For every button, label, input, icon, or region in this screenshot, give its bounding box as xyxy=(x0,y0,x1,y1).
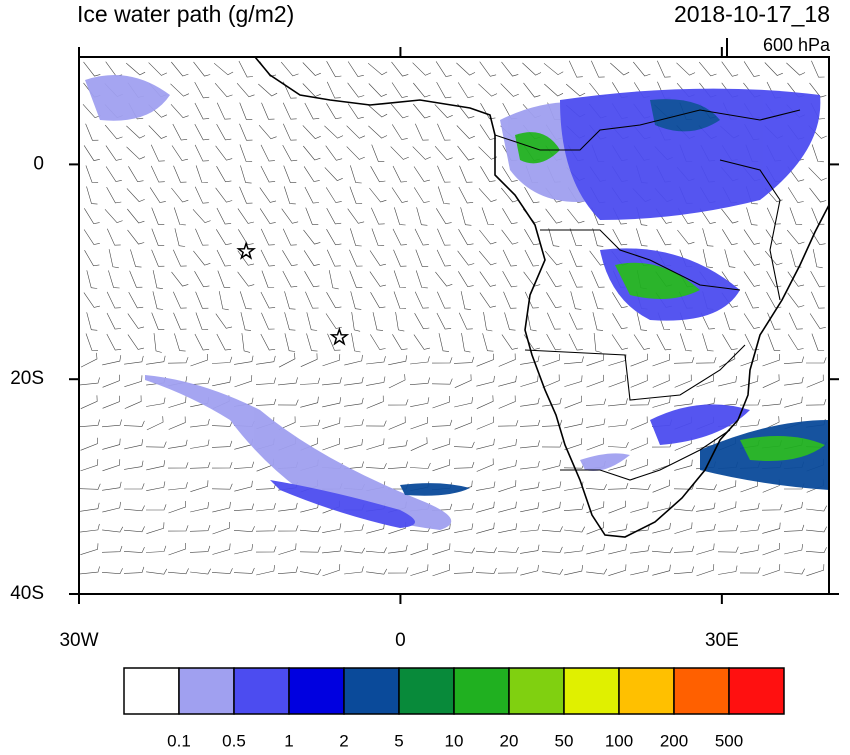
colorbar-label: 500 xyxy=(715,731,743,750)
valid-time: 2018-10-17_18 xyxy=(674,1,830,27)
cloud xyxy=(560,88,821,220)
y-tick-label: 0 xyxy=(33,153,44,174)
cloud xyxy=(400,483,470,496)
colorbar-label: 100 xyxy=(605,731,633,750)
colorbar-box xyxy=(233,667,290,715)
star-marker xyxy=(329,326,350,346)
x-tick-label: 0 xyxy=(395,630,406,651)
map-frame xyxy=(78,56,830,595)
colorbar-box xyxy=(673,667,730,715)
cloud xyxy=(650,99,720,132)
colorbar-box xyxy=(728,667,785,715)
colorbar-box xyxy=(343,667,400,715)
colorbar-label: 50 xyxy=(555,731,574,750)
colorbar-box xyxy=(398,667,455,715)
colorbar-label: 20 xyxy=(500,731,519,750)
cloud xyxy=(615,262,700,299)
colorbar-label: 0.5 xyxy=(222,731,246,750)
map-body xyxy=(79,57,829,577)
colorbar-box xyxy=(178,667,235,715)
pressure-level: 600 hPa xyxy=(763,35,831,55)
cloud xyxy=(740,436,825,461)
colorbar: 0.1 0.5 1 2 5 10 20 50 100 200 500 xyxy=(123,667,785,750)
y-tick-label: 40S xyxy=(10,583,44,604)
colorbar-box xyxy=(123,667,180,715)
cloud xyxy=(270,480,415,528)
cloud xyxy=(145,375,452,530)
star-marker xyxy=(236,241,256,260)
colorbar-box xyxy=(453,667,510,715)
colorbar-label: 5 xyxy=(394,731,403,750)
y-tick-label: 20S xyxy=(10,368,44,389)
colorbar-label: 10 xyxy=(445,731,464,750)
x-tick-label: 30E xyxy=(705,630,739,651)
cloud xyxy=(580,453,630,471)
colorbar-label: 2 xyxy=(339,731,348,750)
cloud xyxy=(515,132,560,164)
borders xyxy=(494,109,801,481)
title: Ice water path (g/m2) xyxy=(77,1,294,27)
colorbar-box xyxy=(508,667,565,715)
colorbar-box xyxy=(618,667,675,715)
colorbar-label: 200 xyxy=(660,731,688,750)
cloud-cells xyxy=(85,75,829,530)
coastline xyxy=(254,57,829,538)
colorbar-box xyxy=(288,667,345,715)
colorbar-label: 1 xyxy=(284,731,293,750)
x-tick-label: 30W xyxy=(59,630,98,651)
colorbar-label: 0.1 xyxy=(167,731,191,750)
cloud xyxy=(85,75,170,121)
cloud xyxy=(650,404,750,445)
colorbar-box xyxy=(563,667,620,715)
